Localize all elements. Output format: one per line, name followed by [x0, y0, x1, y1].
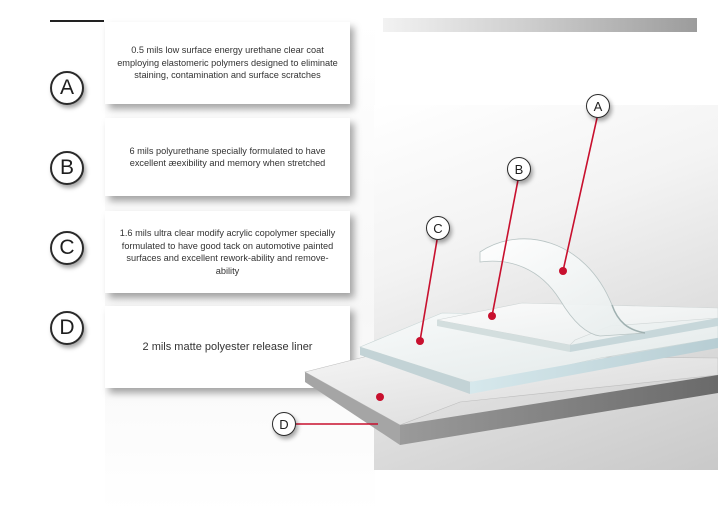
- layer-c-edge: [470, 338, 718, 394]
- diagram-badge-c: C: [426, 216, 450, 240]
- layer-c-front: [360, 347, 470, 394]
- badge-c: C: [50, 231, 84, 265]
- layer-b-front: [437, 320, 570, 352]
- callout-line-c: [419, 239, 438, 342]
- layer-c-text: 1.6 mils ultra clear modify acrylic copo…: [119, 228, 336, 276]
- callout-line-a: [562, 117, 598, 272]
- layer-b-edge: [570, 318, 718, 352]
- badge-d-letter: D: [59, 316, 75, 339]
- callout-dot-d: [376, 393, 384, 401]
- layer-b-top: [436, 302, 718, 346]
- layer-d-side-edge: [400, 375, 718, 445]
- callout-dot-b: [488, 312, 496, 320]
- badge-b-letter: B: [59, 156, 74, 179]
- layer-a-curl-edge: [611, 304, 646, 334]
- callout-dot-c: [416, 337, 424, 345]
- layer-d-front-edge: [305, 372, 400, 445]
- badge-a-letter: A: [59, 76, 74, 99]
- diagram-badge-c-letter: C: [433, 220, 443, 236]
- layer-d-text: 2 mils matte polyester release liner: [142, 340, 313, 353]
- diagram-badge-b-letter: B: [514, 161, 524, 177]
- callout-dot-a: [559, 267, 567, 275]
- header-rule: [50, 20, 104, 22]
- diagram-badge-a-letter: A: [593, 98, 603, 114]
- layer-a-description: 0.5 mils low surface energy urethane cle…: [105, 22, 350, 104]
- diagram-badge-d-letter: D: [279, 416, 289, 432]
- diagram-badge-a: A: [586, 94, 610, 118]
- layer-c-description: 1.6 mils ultra clear modify acrylic copo…: [105, 211, 350, 293]
- diagram-badge-d: D: [272, 412, 296, 436]
- badge-d: D: [50, 311, 84, 345]
- header-gradient-bar: [383, 18, 697, 32]
- layer-a-text: 0.5 mils low surface energy urethane cle…: [117, 45, 338, 81]
- callout-line-b: [491, 179, 519, 317]
- diagram-badge-b: B: [507, 157, 531, 181]
- layer-b-description: 6 mils polyurethane specially formulated…: [105, 118, 350, 196]
- badge-a: A: [50, 71, 84, 105]
- badge-b: B: [50, 151, 84, 185]
- layer-b-text: 6 mils polyurethane specially formulated…: [129, 145, 326, 169]
- badge-c-letter: C: [59, 236, 75, 259]
